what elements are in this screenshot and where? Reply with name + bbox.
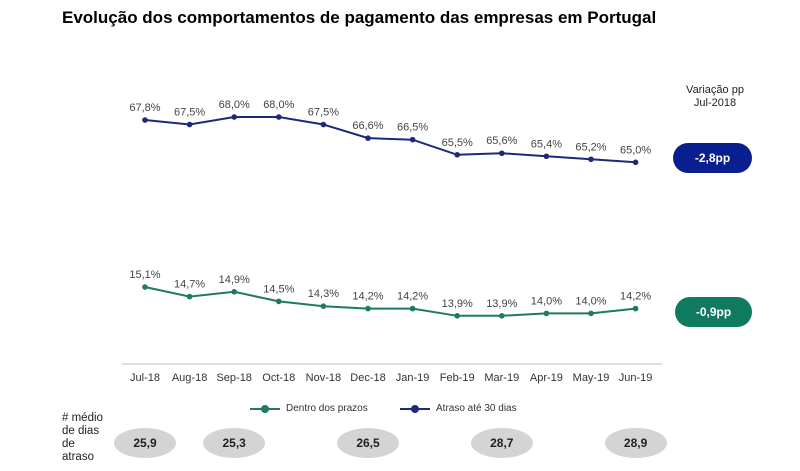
data-label-on-time: 14,2% [397,291,428,303]
data-label-on-time: 14,2% [352,291,383,303]
data-point-on-time [588,310,594,317]
data-point-on-time [499,313,505,319]
data-label-overdue: 65,6% [486,135,517,147]
x-tick-label: Oct-18 [262,372,295,384]
data-point-overdue [409,136,416,143]
data-label-on-time: 13,9% [486,298,517,310]
data-point-overdue [588,156,594,163]
data-label-overdue: 68,0% [219,99,250,111]
avg-days-value: 25,3 [203,428,266,458]
variation-pill-on-time: -0,9pp [675,297,752,327]
legend-item-overdue: Atraso até 30 dias [400,403,517,414]
data-point-on-time [186,293,193,300]
avg-days-label: # médio de dias de atraso [62,412,103,464]
data-point-overdue [186,121,193,128]
variation-header-line2: Jul-2018 [693,97,737,109]
legend-label-overdue: Atraso até 30 dias [436,403,517,414]
x-tick-label: Jun-19 [619,372,653,384]
avg-days-value: 25,9 [114,428,176,458]
avg-days-label-line: de dias [62,425,100,437]
data-point-overdue [320,121,327,128]
data-point-on-time [632,305,639,312]
data-label-overdue: 65,4% [531,138,562,150]
legend-label-on-time: Dentro dos prazos [286,403,368,414]
data-point-on-time [142,284,148,290]
avg-days-value: 28,9 [604,428,667,458]
avg-days-label-line: atraso [62,451,94,463]
avg-days-label-line: de [62,438,75,450]
variation-header: Variação pp Jul-2018 [670,84,760,110]
data-label-on-time: 14,0% [531,295,562,307]
series-line-on-time [144,286,636,317]
data-label-overdue: 67,8% [129,102,160,114]
data-label-on-time: 14,5% [263,283,294,295]
data-label-overdue: 65,2% [575,141,606,153]
data-point-overdue [454,151,461,158]
data-label-on-time: 15,1% [129,269,160,281]
chart-title: Evolução dos comportamentos de pagamento… [62,8,657,27]
data-point-on-time [409,305,416,312]
data-label-on-time: 13,9% [442,298,473,310]
data-label-overdue: 65,5% [442,137,473,149]
legend-marker-on-time [250,404,280,414]
data-label-on-time: 14,7% [174,279,205,291]
x-tick-label: Sep-18 [216,372,251,384]
data-point-overdue [276,114,282,120]
series-line-overdue [144,116,636,164]
data-point-overdue [365,135,371,141]
x-tick-label: Feb-19 [440,372,475,384]
data-point-overdue [543,153,550,160]
avg-days-value: 26,5 [337,428,399,458]
data-point-overdue [231,114,237,120]
data-label-overdue: 67,5% [174,107,205,119]
data-label-on-time: 14,0% [575,295,606,307]
data-point-on-time [231,289,237,295]
data-label-on-time: 14,2% [620,291,651,303]
data-label-overdue: 67,5% [308,107,339,119]
x-tick-label: Aug-18 [172,372,207,384]
x-tick-label: Apr-19 [530,372,563,384]
x-tick-label: Mar-19 [484,372,519,384]
x-tick-label: May-19 [573,372,610,384]
data-point-on-time [365,305,371,312]
data-label-overdue: 65,0% [620,144,651,156]
data-label-on-time: 14,9% [219,274,250,286]
x-tick-label: Dec-18 [350,372,385,384]
data-point-overdue [632,159,639,166]
legend-item-on-time: Dentro dos prazos [250,403,368,414]
variation-header-line1: Variação pp [686,84,744,96]
x-tick-label: Jan-19 [396,372,430,384]
legend-marker-overdue [400,404,430,414]
variation-pill-overdue: -2,8pp [673,143,752,173]
data-point-overdue [499,150,505,157]
x-tick-label: Jul-18 [130,372,160,384]
data-label-on-time: 14,3% [308,288,339,300]
avg-days-value: 28,7 [470,428,533,458]
data-point-on-time [276,298,282,305]
data-point-overdue [142,117,148,123]
data-label-overdue: 66,6% [352,120,383,132]
data-point-on-time [320,303,327,310]
x-tick-label: Nov-18 [306,372,341,384]
data-point-on-time [543,310,550,317]
data-label-overdue: 66,5% [397,122,428,134]
avg-days-label-line: # médio [62,412,103,424]
data-label-overdue: 68,0% [263,99,294,111]
data-point-on-time [454,313,461,319]
